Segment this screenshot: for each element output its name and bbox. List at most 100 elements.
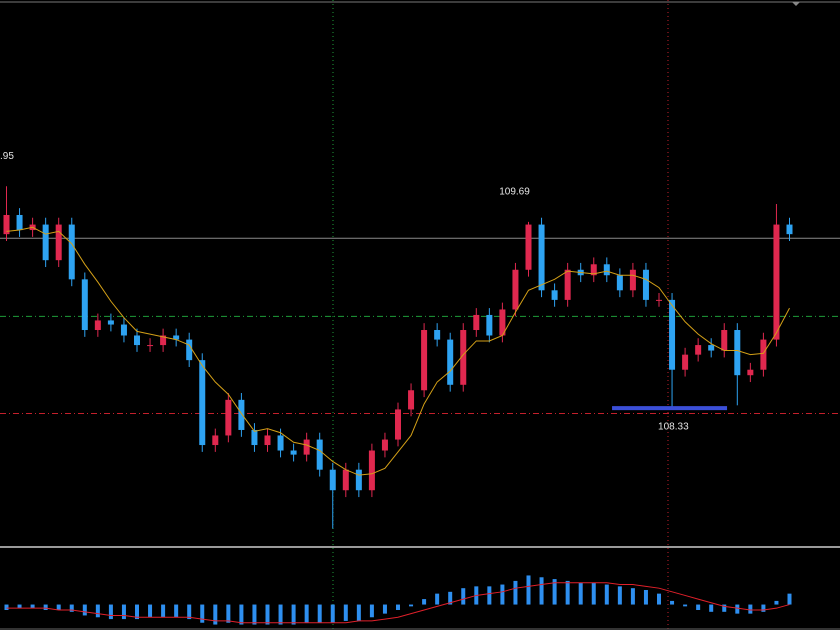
candle-body	[277, 435, 284, 451]
histogram-bar	[148, 604, 153, 618]
histogram-bar	[722, 604, 727, 612]
histogram-bar	[317, 604, 322, 623]
histogram-bar	[630, 588, 635, 605]
price-annotation: .95	[0, 151, 14, 162]
histogram-bar	[735, 604, 740, 614]
candle-body	[134, 335, 140, 346]
histogram-bar	[4, 604, 9, 610]
candle-body	[160, 335, 167, 346]
candle-body	[773, 224, 780, 340]
candle-body	[368, 450, 375, 491]
histogram-bar	[513, 580, 518, 605]
moving-average	[6, 226, 790, 476]
candle-body	[629, 269, 636, 291]
candle-body	[16, 214, 23, 231]
histogram-bar	[330, 604, 335, 623]
candle-body	[264, 435, 271, 446]
candle-body	[303, 439, 310, 455]
candle-body	[695, 345, 702, 355]
candle-body	[212, 435, 219, 446]
histogram-bar	[239, 604, 244, 625]
histogram-bar	[174, 604, 179, 618]
histogram-bar	[448, 591, 453, 605]
histogram-bar	[696, 604, 701, 610]
histogram-bar	[226, 604, 231, 623]
candle-body	[708, 345, 715, 351]
histogram-bar	[787, 593, 792, 605]
histogram-bar	[604, 584, 609, 605]
candle-body	[734, 330, 741, 376]
candle-body	[656, 299, 662, 301]
histogram-bar	[43, 604, 48, 610]
histogram-bar	[356, 604, 361, 621]
candle-body	[68, 224, 75, 280]
candle-body	[147, 345, 154, 347]
histogram-bar	[108, 604, 113, 620]
price-annotation: 109.69	[499, 186, 530, 197]
histogram-bar	[200, 604, 205, 623]
histogram-bar	[135, 604, 139, 620]
candle-body	[564, 269, 571, 300]
histogram-bar	[761, 604, 766, 612]
histogram-bar	[121, 604, 126, 620]
histogram-bar	[95, 604, 100, 618]
candle-body	[55, 224, 62, 261]
menu-arrow[interactable]	[792, 2, 800, 6]
candle-body	[747, 369, 754, 376]
histogram-bar	[265, 604, 270, 625]
candle-body	[381, 439, 388, 451]
histogram-bar	[435, 593, 440, 605]
histogram-bar	[487, 586, 492, 605]
candle-body	[642, 269, 649, 300]
histogram-bar	[657, 593, 661, 605]
histogram-bar	[396, 604, 400, 610]
histogram-bar	[304, 604, 309, 623]
histogram-bar	[565, 580, 570, 605]
histogram-bar	[461, 588, 466, 605]
candle-body	[42, 224, 49, 261]
candle-body	[525, 224, 532, 270]
histogram-bar	[69, 604, 74, 612]
histogram-bar	[552, 579, 557, 605]
histogram-bar	[161, 604, 166, 618]
candle-body	[786, 224, 793, 235]
candle-body	[395, 409, 401, 440]
histogram-bar	[82, 604, 87, 616]
candle-body	[251, 429, 258, 446]
histogram-bar	[252, 604, 257, 625]
histogram-bar	[291, 604, 296, 625]
histogram-bar	[500, 584, 505, 605]
candle-body	[316, 439, 323, 470]
histogram-bar	[774, 600, 779, 605]
histogram-bar	[617, 586, 622, 605]
histogram-bar	[748, 604, 753, 614]
candle-body	[682, 354, 689, 370]
candle-body	[460, 330, 467, 385]
histogram-bar	[578, 582, 583, 605]
candle-body	[603, 264, 610, 276]
histogram-bar	[187, 604, 192, 620]
histogram-bar	[382, 604, 387, 614]
candle-body	[173, 335, 180, 340]
signal-line	[6, 582, 790, 624]
candle-body	[512, 269, 519, 310]
histogram-bar	[213, 604, 218, 625]
candle-body	[3, 214, 10, 235]
candle-body	[486, 314, 493, 336]
candle-body	[538, 224, 545, 291]
histogram-bar	[683, 604, 688, 607]
candle-body	[473, 314, 480, 331]
histogram-bar	[539, 577, 544, 605]
histogram-bar	[278, 604, 283, 625]
histogram-bar	[17, 604, 22, 609]
candle-body	[421, 330, 428, 391]
candle-body	[355, 469, 362, 491]
candle-body	[290, 450, 297, 455]
candle-body	[342, 469, 349, 491]
candle-body	[669, 299, 676, 370]
candle-body	[590, 264, 597, 276]
histogram-bar	[526, 575, 531, 605]
candle-body	[721, 330, 728, 351]
